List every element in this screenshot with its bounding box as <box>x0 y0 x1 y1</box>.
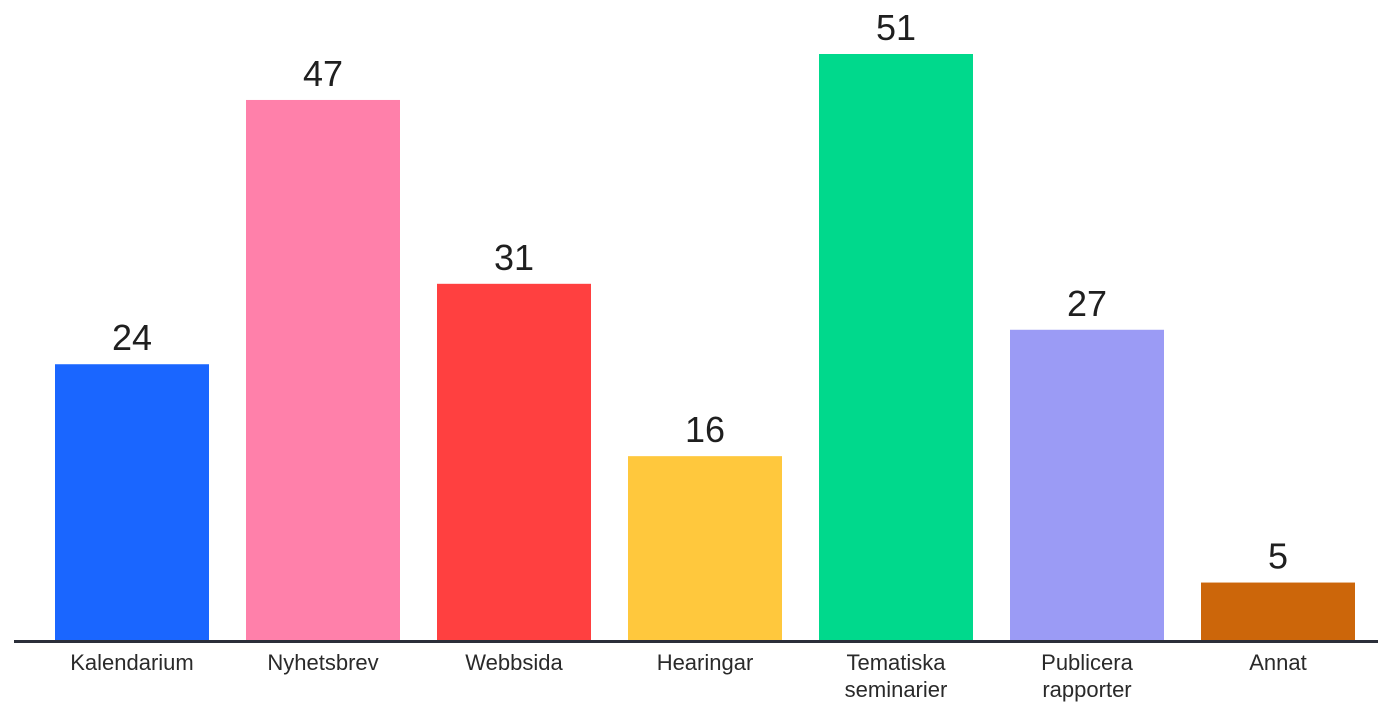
bar-4 <box>819 54 973 640</box>
category-label: Kalendarium <box>70 650 194 675</box>
bar-value-label: 31 <box>494 237 534 278</box>
category-label: Nyhetsbrev <box>267 650 378 675</box>
bar-6 <box>1201 582 1355 640</box>
category-label: Tematiska <box>846 650 946 675</box>
category-label: seminarier <box>845 677 948 702</box>
bar-value-label: 51 <box>876 7 916 48</box>
category-label: Publicera <box>1041 650 1133 675</box>
bar-5 <box>1010 329 1164 640</box>
category-label: Hearingar <box>657 650 754 675</box>
bar-value-label: 16 <box>685 409 725 450</box>
bars-group <box>55 54 1355 640</box>
bar-value-label: 27 <box>1067 283 1107 324</box>
category-label: rapporter <box>1042 677 1131 702</box>
category-label: Webbsida <box>465 650 563 675</box>
bar-value-label: 47 <box>303 53 343 94</box>
bar-value-label: 24 <box>112 317 152 358</box>
bar-1 <box>246 99 400 640</box>
bar-value-label: 5 <box>1268 536 1288 577</box>
value-labels-group: 24 47 31 16 51 27 5 <box>112 7 1288 577</box>
bar-2 <box>437 283 591 640</box>
bar-0 <box>55 364 209 640</box>
bar-3 <box>628 456 782 640</box>
category-label: Annat <box>1249 650 1307 675</box>
category-labels-group: Kalendarium Nyhetsbrev Webbsida Hearingar Te… <box>70 650 1307 702</box>
